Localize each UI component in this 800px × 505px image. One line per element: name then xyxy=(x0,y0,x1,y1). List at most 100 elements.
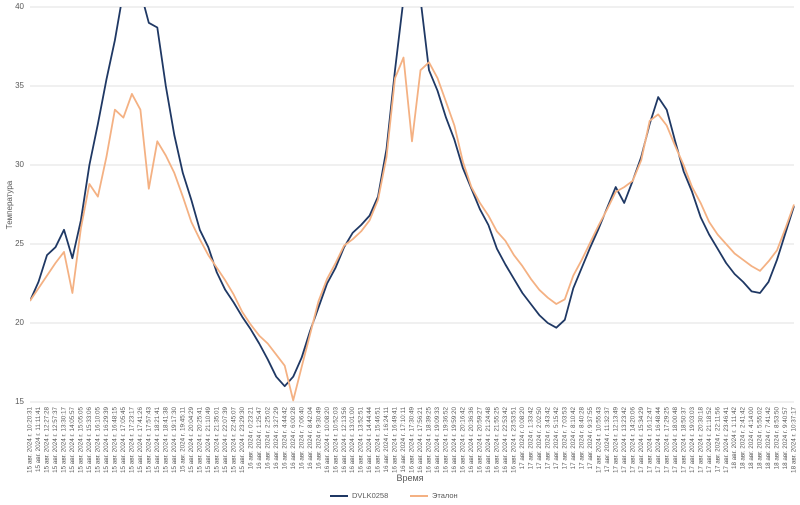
y-tick-label: 15 xyxy=(15,397,24,406)
x-tick-label: 18 авг. 2024 г. 7:41:42 xyxy=(765,407,772,470)
x-tick-label: 16 авг. 2024 г. 19:36:52 xyxy=(443,407,450,473)
x-tick-label: 17 авг. 2024 г. 23:46:41 xyxy=(723,407,730,473)
x-tick-label: 18 авг. 2024 г. 8:53:50 xyxy=(774,407,781,470)
x-tick-label: 15 авг. 2024 г. 10:20:31 xyxy=(27,407,34,473)
x-tick-label: 15 авг. 2024 г. 17:05:45 xyxy=(120,407,127,473)
x-tick-label: 17 авг. 2024 г. 16:48:44 xyxy=(655,407,662,473)
x-tick-label: 16 авг. 2024 г. 16:24:11 xyxy=(383,407,390,473)
y-tick-label: 35 xyxy=(15,81,24,90)
x-tick-label: 16 авг. 2024 г. 10:08:20 xyxy=(324,407,331,473)
x-tick-label: 15 авг. 2024 г. 12:27:28 xyxy=(44,407,51,473)
x-tick-label: 16 авг. 2024 г. 20:36:36 xyxy=(468,407,475,473)
x-tick-label: 16 авг. 2024 г. 16:49:41 xyxy=(392,407,399,473)
x-tick-label: 15 авг. 2024 г. 19:17:30 xyxy=(171,407,178,473)
x-tick-label: 15 авг. 2024 г. 21:35:01 xyxy=(213,407,220,473)
x-tick-label: 16 авг. 2024 г. 19:09:33 xyxy=(434,407,441,473)
x-tick-label: 15 авг. 2024 г. 16:10:05 xyxy=(95,407,102,473)
x-tick-label: 15 авг. 2024 г. 17:41:26 xyxy=(137,407,144,473)
x-tick-label: 17 авг. 2024 г. 8:10:42 xyxy=(570,407,577,470)
x-tick-label: 17 авг. 2024 г. 9:37:55 xyxy=(587,407,594,470)
x-tick-label: 17 авг. 2024 г. 12:13:49 xyxy=(612,407,619,473)
x-tick-label: 16 авг. 2024 г. 12:13:56 xyxy=(341,407,348,473)
x-tick-label: 17 авг. 2024 г. 13:23:42 xyxy=(621,407,628,473)
series-line xyxy=(30,7,795,388)
x-tick-label: 16 авг. 2024 г. 0:23:21 xyxy=(247,407,254,470)
x-tick-label: 16 авг. 2024 г. 6:00:28 xyxy=(290,407,297,470)
x-tick-label: 17 авг. 2024 г. 22:11:56 xyxy=(714,407,721,473)
x-tick-label: 15 авг. 2024 г. 14:05:57 xyxy=(69,407,76,473)
x-tick-label: 18 авг. 2024 г. 10:37:17 xyxy=(791,407,798,473)
y-axis-title: Температура xyxy=(5,180,14,229)
x-tick-label: 17 авг. 2024 г. 0:08:20 xyxy=(519,407,526,470)
legend-label: DVLK0258 xyxy=(352,491,388,500)
x-tick-label: 16 авг. 2024 г. 18:39:25 xyxy=(426,407,433,473)
series-line xyxy=(30,56,795,402)
x-tick-label: 15 авг. 2024 г. 15:05:05 xyxy=(78,407,85,473)
x-tick-label: 17 авг. 2024 г. 5:15:42 xyxy=(553,407,560,470)
x-tick-label: 16 авг. 2024 г. 23:53:51 xyxy=(511,407,518,473)
x-tick-label: 16 авг. 2024 г. 1:25:47 xyxy=(256,407,263,470)
x-tick-label: 17 авг. 2024 г. 1:33:42 xyxy=(528,407,535,470)
x-tick-label: 15 авг. 2024 г. 12:57:37 xyxy=(52,407,59,473)
x-tick-label: 17 авг. 2024 г. 19:03:03 xyxy=(689,407,696,473)
x-tick-label: 17 авг. 2024 г. 7:03:53 xyxy=(561,407,568,470)
x-tick-label: 15 авг. 2024 г. 22:45:07 xyxy=(230,407,237,473)
x-tick-label: 16 авг. 2024 г. 19:59:20 xyxy=(451,407,458,473)
plot-area xyxy=(30,7,795,402)
x-tick-label: 16 авг. 2024 г. 14:44:44 xyxy=(366,407,373,473)
x-tick-label: 15 авг. 2024 г. 18:41:38 xyxy=(162,407,169,473)
x-tick-label: 18 авг. 2024 г. 2:41:42 xyxy=(740,407,747,470)
x-tick-label: 16 авг. 2024 г. 4:44:42 xyxy=(281,407,288,470)
x-tick-label: 15 авг. 2024 г. 22:07:39 xyxy=(222,407,229,473)
x-tick-label: 16 авг. 2024 г. 7:06:40 xyxy=(298,407,305,470)
y-tick-label: 25 xyxy=(15,239,24,248)
x-tick-label: 17 авг. 2024 г. 3:43:42 xyxy=(544,407,551,470)
x-tick-label: 16 авг. 2024 г. 13:52:51 xyxy=(358,407,365,473)
x-tick-label: 17 авг. 2024 г. 17:29:25 xyxy=(663,407,670,473)
x-tick-label: 15 авг. 2024 г. 23:29:30 xyxy=(239,407,246,473)
y-tick-label: 40 xyxy=(15,2,24,11)
x-tick-label: 18 авг. 2024 г. 4:14:00 xyxy=(748,407,755,470)
x-tick-label: 16 авг. 2024 г. 8:42:04 xyxy=(307,407,314,470)
x-tick-label: 15 авг. 2024 г. 17:57:43 xyxy=(146,407,153,473)
x-tick-label: 15 авг. 2024 г. 21:10:49 xyxy=(205,407,212,473)
x-tick-label: 15 авг. 2024 г. 11:11:41 xyxy=(35,407,42,472)
x-tick-label: 16 авг. 2024 г. 17:10:11 xyxy=(400,407,407,473)
x-tick-label: 17 авг. 2024 г. 10:55:43 xyxy=(595,407,602,473)
x-tick-label: 16 авг. 2024 г. 13:01:00 xyxy=(349,407,356,473)
x-tick-label: 16 авг. 2024 г. 2:25:02 xyxy=(264,407,271,470)
x-tick-label: 17 авг. 2024 г. 15:34:29 xyxy=(638,407,645,473)
y-tick-label: 30 xyxy=(15,160,24,169)
x-tick-label: 17 авг. 2024 г. 18:50:37 xyxy=(680,407,687,473)
x-tick-label: 15 авг. 2024 г. 17:23:17 xyxy=(129,407,136,473)
x-tick-label: 18 авг. 2024 г. 9:40:57 xyxy=(782,407,789,470)
x-tick-label: 17 авг. 2024 г. 2:02:50 xyxy=(536,407,543,470)
x-tick-label: 15 авг. 2024 г. 18:21:41 xyxy=(154,407,161,473)
x-tick-label: 16 авг. 2024 г. 15:46:51 xyxy=(375,407,382,473)
x-tick-label: 16 авг. 2024 г. 3:27:29 xyxy=(273,407,280,470)
x-tick-label: 17 авг. 2024 г. 18:00:48 xyxy=(672,407,679,473)
x-tick-label: 16 авг. 2024 г. 22:53:42 xyxy=(502,407,509,473)
x-tick-label: 15 авг. 2024 г. 16:29:39 xyxy=(103,407,110,473)
legend-label: Эталон xyxy=(432,491,458,500)
x-tick-label: 15 авг. 2024 г. 19:45:11 xyxy=(179,407,186,473)
x-tick-label: 17 авг. 2024 г. 20:30:18 xyxy=(697,407,704,473)
x-tick-label: 16 авг. 2024 г. 21:55:25 xyxy=(494,407,501,473)
x-tick-label: 15 авг. 2024 г. 16:48:15 xyxy=(112,407,119,473)
x-tick-label: 15 авг. 2024 г. 20:04:29 xyxy=(188,407,195,473)
x-tick-label: 16 авг. 2024 г. 17:56:21 xyxy=(417,407,424,473)
x-tick-label: 17 авг. 2024 г. 8:40:28 xyxy=(578,407,585,470)
x-tick-label: 16 авг. 2024 г. 20:16:42 xyxy=(460,407,467,473)
x-tick-label: 18 авг. 2024 г. 5:55:02 xyxy=(757,407,764,470)
x-tick-label: 17 авг. 2024 г. 16:12:47 xyxy=(646,407,653,473)
x-tick-label: 17 авг. 2024 г. 11:32:37 xyxy=(604,407,611,473)
x-tick-label: 16 авг. 2024 г. 9:30:49 xyxy=(315,407,322,470)
x-tick-label: 16 авг. 2024 г. 20:59:27 xyxy=(477,407,484,473)
x-tick-label: 15 авг. 2024 г. 15:33:06 xyxy=(86,407,93,473)
x-tick-label: 18 авг. 2024 г. 1:11:42 xyxy=(731,407,738,469)
x-tick-label: 17 авг. 2024 г. 14:20:06 xyxy=(629,407,636,473)
x-axis-title: Время xyxy=(396,473,423,483)
x-tick-label: 17 авг. 2024 г. 21:18:52 xyxy=(706,407,713,473)
y-tick-label: 20 xyxy=(15,318,24,327)
x-tick-label: 16 авг. 2024 г. 21:24:48 xyxy=(485,407,492,473)
